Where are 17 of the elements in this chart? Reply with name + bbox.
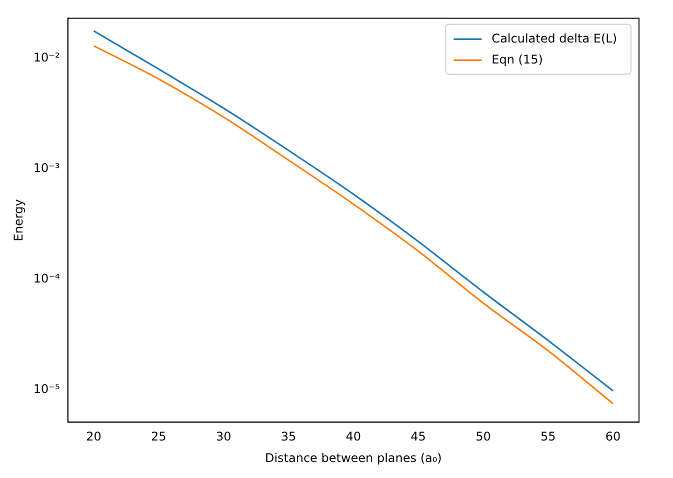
x-tick-label: 60 <box>605 430 621 444</box>
x-tick-label: 45 <box>410 430 426 444</box>
x-tick-label: 50 <box>476 430 491 444</box>
x-tick-label: 40 <box>346 430 362 444</box>
y-axis-title: Energy <box>11 199 26 242</box>
x-tick-label: 35 <box>280 430 296 444</box>
y-tick-label: 10⁻⁴ <box>33 272 60 286</box>
x-tick-label: 25 <box>151 430 166 444</box>
x-tick-label: 20 <box>86 430 102 444</box>
y-tick-label: 10⁻⁵ <box>33 382 60 396</box>
x-axis-title: Distance between planes (a₀) <box>264 450 442 465</box>
x-tick-label: 55 <box>540 430 556 444</box>
y-tick-label: 10⁻² <box>33 50 60 65</box>
x-tick-label: 30 <box>216 430 232 444</box>
legend-label: Calculated delta E(L) <box>492 31 618 46</box>
y-tick-label: 10⁻³ <box>33 161 60 176</box>
legend-label: Eqn (15) <box>492 52 543 66</box>
